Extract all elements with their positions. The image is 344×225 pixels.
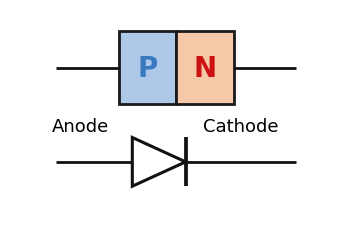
Text: N: N bbox=[193, 55, 216, 83]
Bar bbox=[119, 32, 176, 105]
Text: Anode: Anode bbox=[52, 117, 109, 135]
Bar bbox=[176, 32, 234, 105]
Polygon shape bbox=[132, 138, 186, 186]
Text: P: P bbox=[138, 55, 158, 83]
Text: Cathode: Cathode bbox=[203, 117, 278, 135]
